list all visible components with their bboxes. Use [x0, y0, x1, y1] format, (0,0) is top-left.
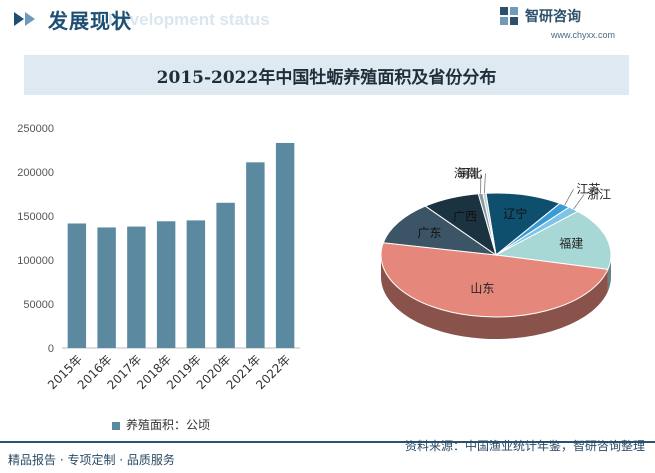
legend-label: 养殖面积：公顷 [126, 418, 211, 432]
bar [186, 220, 206, 348]
footer-slogan: 精品报告 · 专项定制 · 品质服务 [8, 453, 175, 467]
bar [216, 202, 235, 348]
header-subtitle: Development status [108, 10, 270, 29]
footer-source: 资料来源：中国渔业统计年鉴，智研咨询整理 [404, 439, 645, 453]
chart-title-band: 2015-2022年中国牡蛎养殖面积及省份分布 [24, 55, 629, 95]
bar-chart: 0500001000001500002000002500002015年2016年… [17, 123, 300, 392]
pie-label: 广西 [453, 209, 477, 223]
pie-label: 浙江 [587, 187, 611, 201]
bar [246, 162, 265, 348]
y-tick-label: 50000 [23, 299, 54, 311]
pie-leader-line [573, 194, 585, 210]
pie-label: 广东 [418, 226, 442, 240]
y-tick-label: 150000 [17, 211, 54, 223]
pie-slice [494, 210, 612, 270]
pie-label: 辽宁 [503, 206, 527, 221]
bar [67, 223, 87, 348]
bar-legend: 养殖面积：公顷 [112, 416, 210, 433]
double-chevron-icon [14, 12, 35, 26]
pie-leader-line [564, 189, 574, 206]
pie-label: 福建 [559, 236, 583, 251]
y-tick-label: 0 [48, 343, 54, 355]
pie-slice [380, 242, 609, 318]
bar [275, 142, 295, 348]
pie-label: 河北 [458, 166, 482, 180]
pie-slice [485, 192, 561, 256]
header-title: 发展现状 [48, 9, 132, 33]
chart-title: 2015-2022年中国牡蛎养殖面积及省份分布 [156, 68, 497, 88]
brand-url: www.chyxx.com [551, 30, 616, 40]
brand-name: 智研咨询 [525, 9, 581, 25]
legend-swatch [112, 421, 120, 430]
pie-leader-line [484, 173, 486, 194]
pie-label: 海南 [454, 166, 478, 181]
pie-label: 江苏 [577, 182, 601, 196]
pie-side-wall [381, 255, 608, 339]
page-header: Development status 发展现状 智研咨询 www.chyxx.c… [0, 0, 655, 44]
pie-label: 山东 [470, 281, 494, 295]
bar [97, 227, 116, 348]
y-tick-label: 250000 [17, 123, 54, 135]
footer-divider [0, 441, 655, 443]
y-tick-label: 200000 [17, 167, 54, 179]
bar [156, 221, 176, 348]
pie-slice [382, 205, 497, 256]
brand-logo-icon [500, 7, 518, 25]
y-tick-label: 100000 [17, 255, 54, 267]
bar [127, 226, 146, 348]
brand: 智研咨询 www.chyxx.com [499, 5, 639, 45]
pie-slice [482, 192, 497, 256]
